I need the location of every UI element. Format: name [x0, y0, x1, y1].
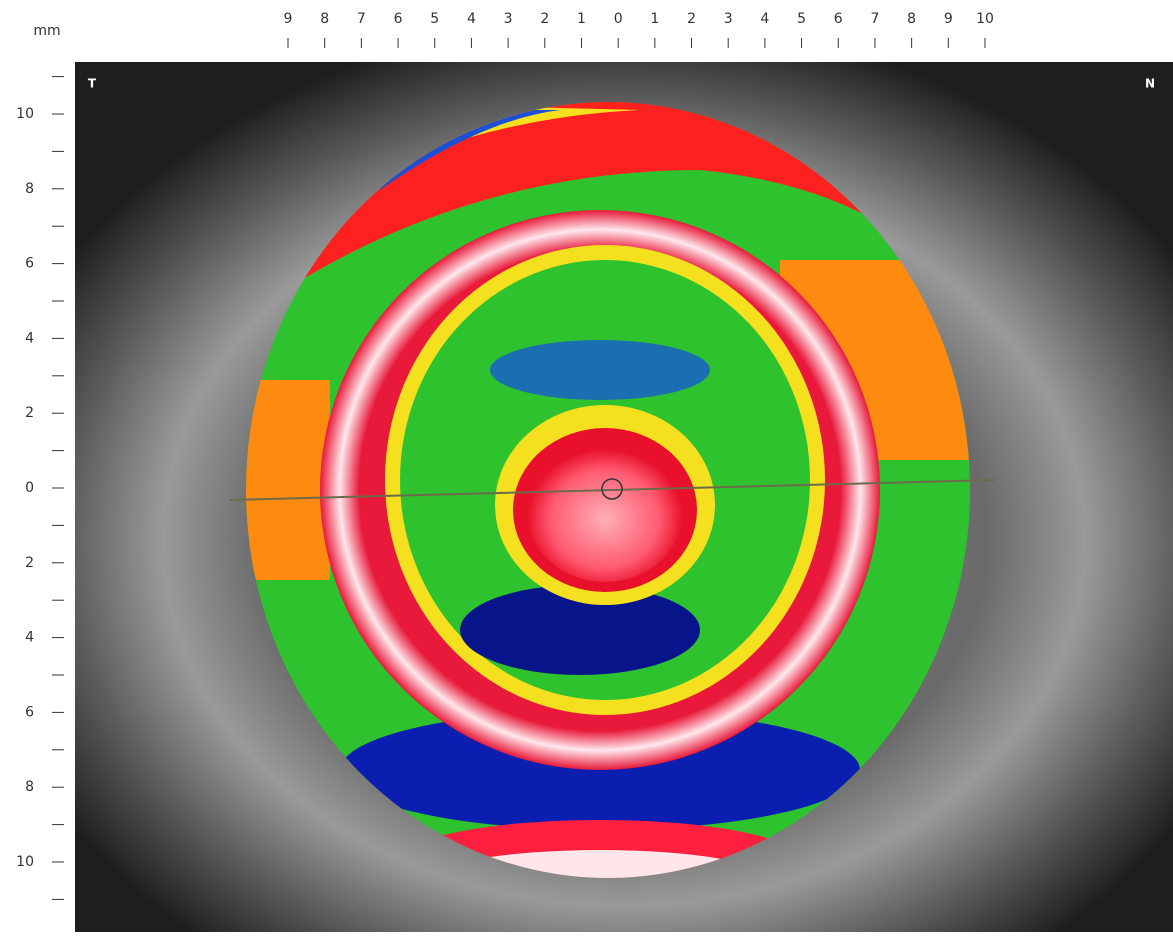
unit-label: mm [33, 23, 60, 39]
ruler-label: 10 [16, 106, 34, 122]
ruler-label: 8 [320, 11, 329, 27]
ruler-label: 8 [907, 11, 916, 27]
ruler-label: 4 [760, 11, 769, 27]
ruler-label: 1 [577, 11, 586, 27]
ruler-label: 8 [25, 181, 34, 197]
ruler-label: 2 [25, 405, 34, 421]
ruler-label: 7 [357, 11, 366, 27]
ruler-label: 7 [870, 11, 879, 27]
ruler-label: 4 [25, 630, 34, 646]
ruler-label: 3 [724, 11, 733, 27]
ruler-label: 0 [614, 11, 623, 27]
ruler-label: 2 [687, 11, 696, 27]
ruler-label: 9 [944, 11, 953, 27]
ruler-label: 5 [797, 11, 806, 27]
ruler-label: 6 [25, 704, 34, 720]
ruler-label: 10 [16, 854, 34, 870]
topography-view: mm T N 987654321012345678910108642024681… [0, 0, 1173, 932]
corner-label: N [1145, 77, 1155, 91]
page: mm T N 987654321012345678910108642024681… [0, 0, 1173, 932]
corner-label: T [88, 77, 97, 91]
ruler-label: 1 [650, 11, 659, 27]
ruler-label: 4 [467, 11, 476, 27]
ruler-label: 6 [25, 256, 34, 272]
ruler-label: 10 [976, 11, 994, 27]
ruler-label: 9 [284, 11, 293, 27]
ruler-label: 6 [394, 11, 403, 27]
ruler-label: 0 [25, 480, 34, 496]
ruler-label: 6 [834, 11, 843, 27]
ruler-label: 4 [25, 330, 34, 346]
ruler-label: 2 [540, 11, 549, 27]
ruler-label: 2 [25, 555, 34, 571]
ruler-label: 8 [25, 779, 34, 795]
ruler-label: 3 [504, 11, 513, 27]
ruler-label: 5 [430, 11, 439, 27]
